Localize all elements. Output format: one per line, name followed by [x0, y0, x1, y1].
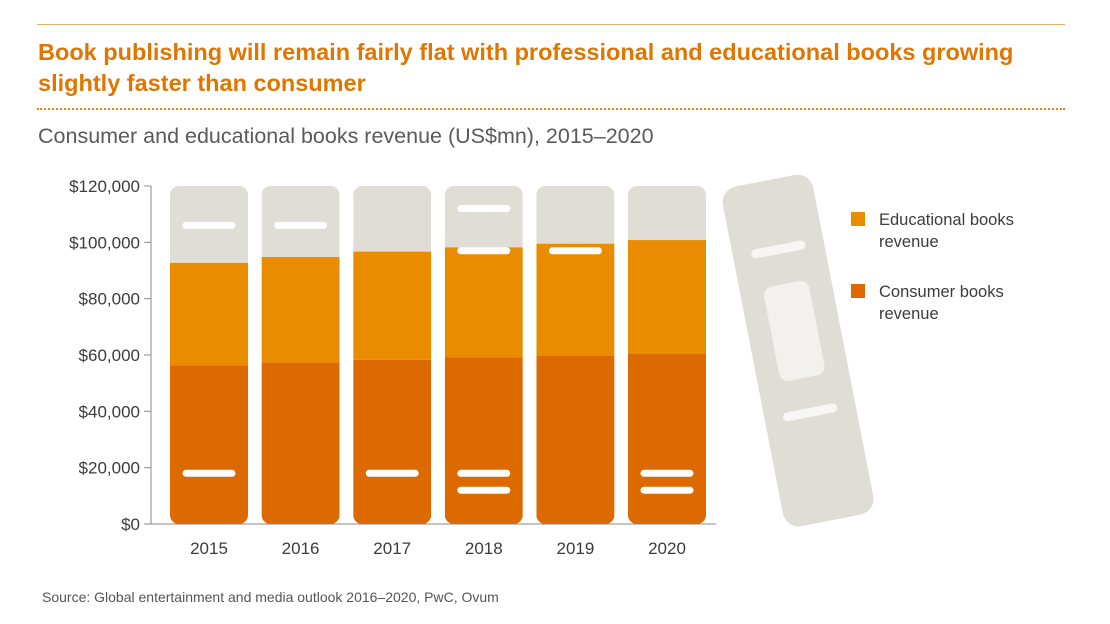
legend: Educational books revenue Consumer books re…: [851, 211, 1014, 323]
leaning-book-label: [764, 280, 825, 381]
book-bar-2020: 2020: [628, 186, 706, 558]
book-body: [170, 186, 248, 524]
x-tick-label: 2016: [282, 539, 320, 558]
y-tick-label: $60,000: [79, 346, 140, 365]
legend-label: Consumer books: [879, 283, 1004, 301]
page-title: Book publishing will remain fairly flat …: [38, 39, 1014, 96]
book-body: [261, 186, 340, 524]
x-tick-label: 2019: [556, 539, 594, 558]
leaning-book-stripe: [751, 240, 806, 259]
bar-educational-2018: [444, 247, 523, 358]
leaning-book: [722, 174, 874, 527]
y-tick-label: $120,000: [69, 177, 140, 196]
bar-educational-2015: [170, 262, 248, 366]
book-top-segment: [261, 186, 340, 257]
x-tick-label: 2017: [373, 539, 411, 558]
source-note: Source: Global entertainment and media o…: [42, 589, 499, 605]
bars: 2015 2016 2017 2018 2019 2020: [170, 186, 706, 558]
legend-label: Educational books: [879, 211, 1014, 229]
legend-swatch: [851, 284, 865, 298]
book-bar-2018: 2018: [444, 186, 523, 558]
book-top-segment: [353, 186, 432, 252]
y-tick-label: $80,000: [79, 290, 140, 309]
x-tick-label: 2020: [648, 539, 686, 558]
chart-subtitle: Consumer and educational books revenue (…: [38, 124, 654, 148]
bar-consumer-2016: [261, 362, 340, 524]
legend-label: revenue: [879, 305, 939, 323]
y-tick-label: $20,000: [79, 459, 140, 478]
legend-label: revenue: [879, 233, 939, 251]
bar-consumer-2017: [353, 359, 432, 524]
book-body: [353, 186, 432, 524]
y-tick-label: $40,000: [79, 402, 140, 421]
book-body: [628, 186, 706, 524]
decorative-book: [722, 174, 874, 527]
book-body: [444, 186, 523, 524]
legend-swatch: [851, 212, 865, 226]
bar-consumer-2020: [628, 353, 706, 524]
y-tick-label: $100,000: [69, 233, 140, 252]
bar-educational-2016: [261, 256, 340, 363]
y-tick-label: $0: [121, 515, 140, 534]
bar-consumer-2019: [536, 355, 615, 524]
book-bar-2015: 2015: [170, 186, 248, 558]
bar-consumer-2018: [444, 357, 523, 524]
bar-educational-2017: [353, 251, 432, 360]
title-divider: [37, 108, 1065, 110]
book-bar-2019: 2019: [536, 186, 615, 558]
leaning-book-stripe: [783, 403, 838, 422]
book-body: [536, 186, 615, 524]
bar-educational-2019: [536, 243, 615, 356]
top-rule: [37, 24, 1065, 25]
book-top-segment: [536, 186, 615, 244]
x-tick-label: 2018: [465, 539, 503, 558]
book-bar-2016: 2016: [261, 186, 340, 558]
bar-consumer-2015: [170, 365, 248, 524]
bar-educational-2020: [628, 240, 706, 354]
book-top-segment: [444, 186, 523, 248]
book-bar-2017: 2017: [353, 186, 432, 558]
y-axis: $0 $20,000 $40,000 $60,000 $80,000 $100,000 $1…: [69, 177, 716, 534]
book-top-segment: [628, 186, 706, 241]
x-tick-label: 2015: [190, 539, 228, 558]
